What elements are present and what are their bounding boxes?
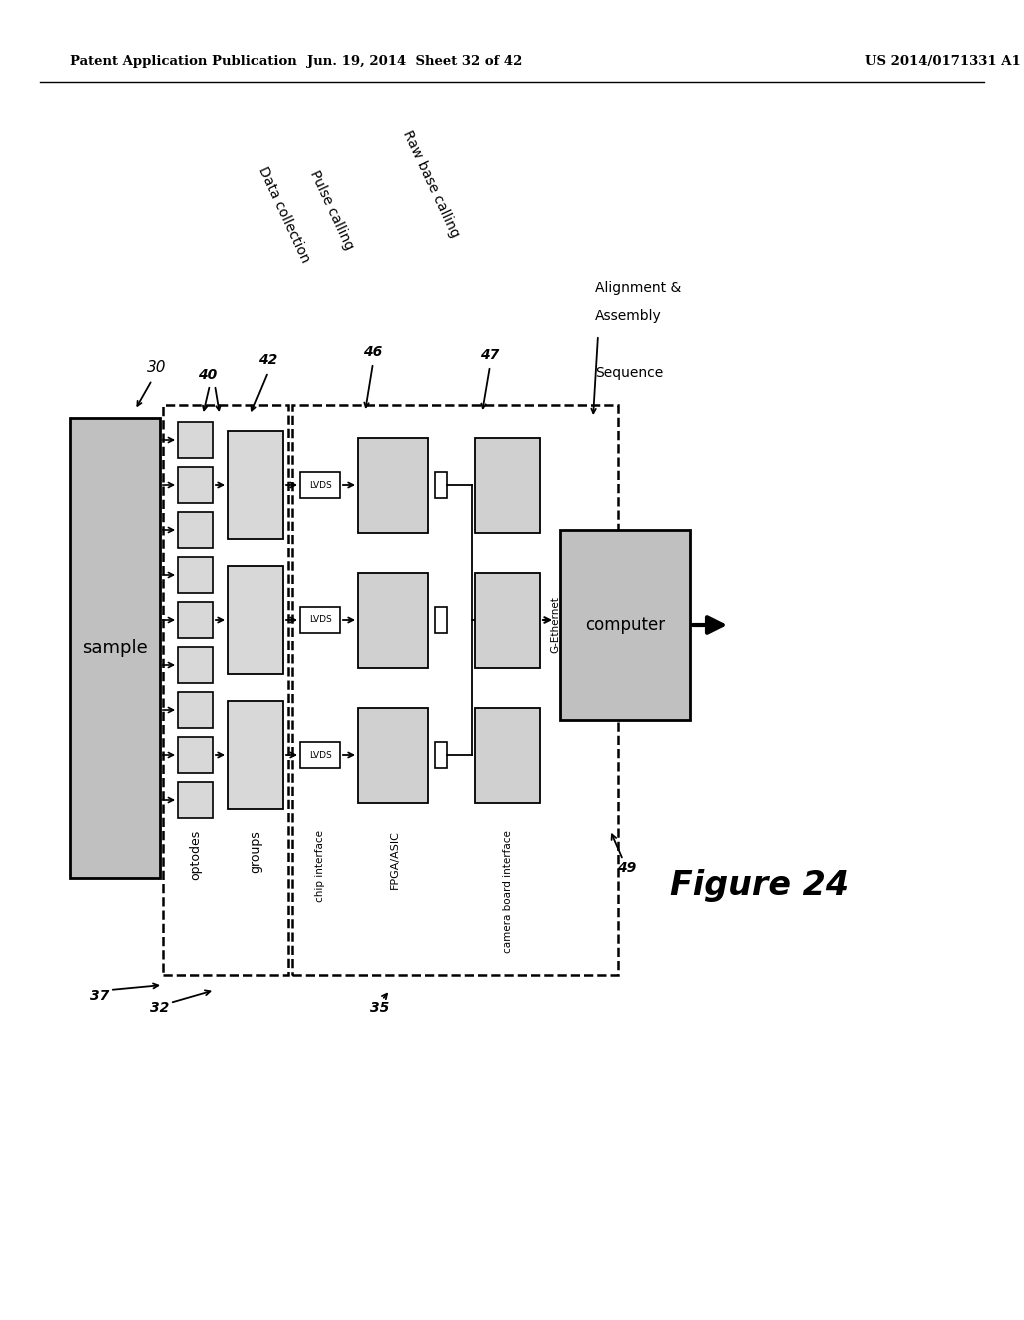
Text: groups: groups	[250, 830, 262, 873]
Text: Figure 24: Figure 24	[671, 869, 850, 902]
Text: US 2014/0171331 A1: US 2014/0171331 A1	[865, 55, 1021, 69]
Bar	[178, 512, 213, 548]
Bar	[475, 573, 540, 668]
Bar	[178, 557, 213, 593]
Text: Data collection: Data collection	[255, 165, 312, 265]
Text: 32: 32	[151, 1001, 170, 1015]
Bar	[435, 473, 447, 498]
Text: G-Ethernet: G-Ethernet	[550, 597, 560, 653]
Bar	[435, 607, 447, 634]
Text: 35: 35	[371, 1001, 389, 1015]
Bar	[228, 432, 283, 539]
Text: 37: 37	[90, 989, 110, 1003]
Text: Raw base calling: Raw base calling	[400, 128, 462, 240]
Bar	[358, 437, 428, 532]
Bar	[300, 473, 340, 498]
Bar	[358, 573, 428, 668]
Text: 47: 47	[480, 348, 500, 362]
Text: Pulse calling: Pulse calling	[307, 168, 356, 252]
Bar	[228, 701, 283, 809]
Bar	[300, 607, 340, 634]
Bar	[178, 737, 213, 774]
Text: 30: 30	[147, 360, 167, 375]
Text: 42: 42	[258, 352, 278, 367]
Bar	[178, 647, 213, 682]
Text: LVDS: LVDS	[308, 751, 332, 759]
Bar	[435, 742, 447, 768]
Text: computer: computer	[585, 616, 665, 634]
Bar	[358, 708, 428, 803]
Bar	[228, 566, 283, 675]
Text: Sequence: Sequence	[595, 366, 664, 380]
Bar	[178, 781, 213, 818]
Text: 49: 49	[617, 861, 637, 875]
Text: Patent Application Publication: Patent Application Publication	[70, 55, 297, 69]
Bar	[560, 531, 690, 719]
Text: chip interface: chip interface	[315, 830, 325, 902]
Text: Assembly: Assembly	[595, 309, 662, 323]
Text: 40: 40	[199, 368, 218, 381]
Text: optodes: optodes	[189, 830, 203, 880]
Text: FPGA/ASIC: FPGA/ASIC	[390, 830, 400, 888]
Text: LVDS: LVDS	[308, 480, 332, 490]
Bar	[178, 692, 213, 729]
Text: Alignment &: Alignment &	[595, 281, 681, 294]
Bar	[475, 708, 540, 803]
Bar	[178, 602, 213, 638]
Text: sample: sample	[82, 639, 147, 657]
Text: camera board interface: camera board interface	[503, 830, 513, 953]
Bar	[292, 405, 618, 975]
Bar	[300, 742, 340, 768]
Text: Jun. 19, 2014  Sheet 32 of 42: Jun. 19, 2014 Sheet 32 of 42	[307, 55, 522, 69]
Bar	[178, 422, 213, 458]
Bar	[163, 405, 288, 975]
Bar	[475, 437, 540, 532]
Bar	[70, 418, 160, 878]
Text: LVDS: LVDS	[308, 615, 332, 624]
Bar	[178, 467, 213, 503]
Text: 46: 46	[364, 345, 383, 359]
